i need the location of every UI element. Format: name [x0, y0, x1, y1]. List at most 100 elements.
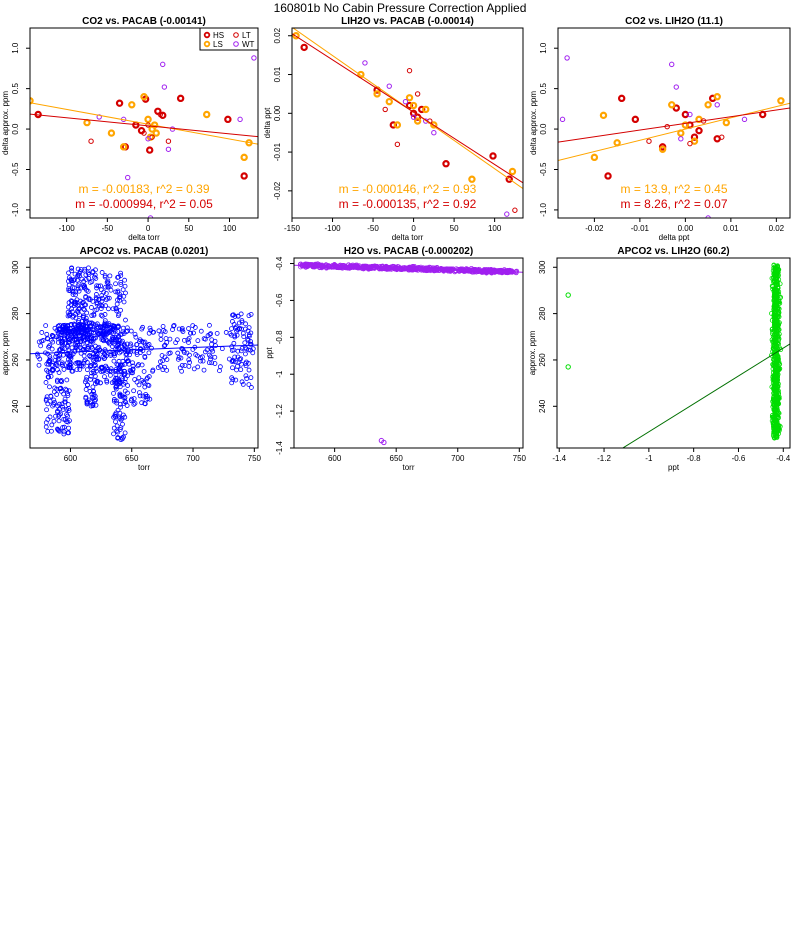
data-point [774, 305, 779, 310]
data-point [212, 338, 218, 344]
data-point [44, 407, 49, 413]
data-point [186, 357, 192, 363]
data-point [171, 322, 177, 328]
data-point [96, 114, 102, 120]
data-point [68, 364, 74, 370]
data-point [774, 272, 780, 278]
data-point [405, 101, 414, 110]
data-point [98, 287, 104, 293]
data-point [147, 325, 153, 331]
data-point [107, 372, 113, 378]
data-point [110, 306, 116, 312]
data-point [195, 364, 201, 370]
data-point [442, 160, 450, 168]
data-point [66, 300, 72, 306]
data-point [425, 265, 431, 271]
data-point [673, 84, 679, 90]
data-point [771, 414, 777, 419]
data-point [92, 327, 98, 332]
data-point [773, 386, 778, 391]
data-point [88, 138, 94, 144]
data-point [417, 105, 426, 114]
data-point [54, 367, 60, 373]
data-point [590, 153, 599, 162]
x-axis-label: torr [138, 463, 150, 472]
fit-line [558, 107, 790, 143]
data-point [119, 340, 125, 346]
data-point [40, 338, 46, 343]
data-point [179, 327, 185, 333]
data-point [45, 429, 51, 434]
data-point [140, 393, 146, 399]
data-point [230, 377, 236, 382]
y-tick-label: -1.2 [275, 404, 284, 418]
data-point [773, 335, 779, 340]
data-point [121, 299, 127, 305]
data-point [58, 388, 64, 394]
data-point [115, 342, 121, 348]
data-point [504, 211, 510, 217]
data-point [106, 295, 112, 301]
y-tick-label: 280 [538, 306, 547, 320]
data-point [695, 126, 703, 135]
data-point [232, 333, 238, 339]
fit-line [558, 102, 790, 162]
data-point [156, 328, 162, 334]
data-point [115, 313, 121, 319]
data-point [118, 404, 123, 410]
data-point [114, 301, 120, 307]
x-tick-label: -100 [59, 224, 76, 233]
data-point [51, 401, 57, 407]
data-point [56, 418, 62, 424]
y-tick-label: -0.8 [275, 330, 284, 344]
x-tick-label: 600 [64, 454, 78, 463]
data-point [65, 402, 71, 407]
data-point [111, 390, 116, 396]
data-point [687, 140, 693, 147]
data-point [240, 153, 248, 162]
data-point [165, 138, 172, 144]
data-point [158, 337, 164, 342]
data-point [187, 352, 192, 358]
data-point [770, 286, 776, 292]
data-point [148, 328, 154, 333]
data-point [113, 335, 119, 340]
data-point [91, 370, 97, 376]
data-point [239, 319, 245, 325]
y-tick-label: 240 [538, 399, 547, 413]
data-point [128, 341, 134, 347]
data-point [774, 417, 780, 423]
data-point [83, 323, 88, 329]
data-point [187, 359, 193, 365]
data-point [146, 342, 152, 347]
data-point [122, 283, 128, 289]
y-tick-label: 0.5 [11, 83, 20, 95]
data-point [771, 262, 777, 268]
plot-area [558, 55, 790, 218]
data-point [86, 265, 91, 271]
data-point [292, 32, 300, 40]
data-point [90, 388, 96, 394]
data-point [96, 297, 102, 303]
data-point [59, 401, 65, 407]
data-point [771, 435, 777, 441]
data-point [117, 292, 123, 297]
data-point [768, 352, 774, 358]
data-point [773, 354, 778, 360]
data-point [75, 319, 81, 325]
data-point [66, 408, 72, 413]
data-point [90, 384, 96, 390]
data-point [149, 345, 154, 351]
fit-annotation: m = 13.9, r^2 = 0.45 [620, 182, 727, 196]
data-point [112, 377, 118, 383]
fit-line [30, 113, 258, 138]
data-point [88, 338, 94, 344]
data-point [90, 346, 95, 351]
data-point [243, 373, 249, 379]
data-point [93, 335, 98, 341]
data-point [108, 287, 114, 293]
data-point [89, 320, 95, 326]
data-point [124, 403, 130, 408]
data-point [96, 283, 101, 289]
data-point [248, 339, 253, 344]
